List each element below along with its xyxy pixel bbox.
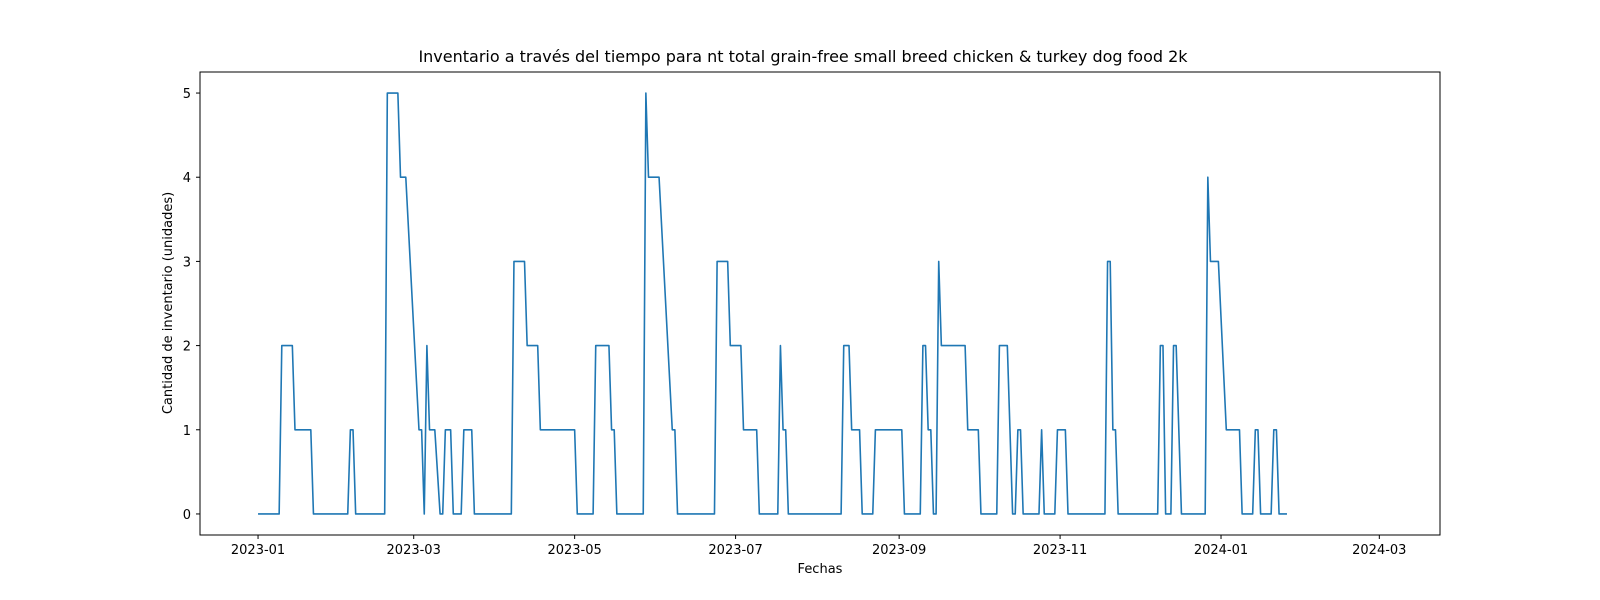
- y-tick-label: 1: [183, 424, 191, 439]
- x-tick-label: 2024-01: [1194, 543, 1248, 558]
- series-line-inventory: [258, 92, 1287, 515]
- plot-frame: [199, 71, 1441, 536]
- y-axis: 0 1 2 3 4 5: [183, 87, 200, 523]
- x-axis: 2023-01 2023-03 2023-05 2023-07 2023-09 2023-…: [231, 535, 1406, 558]
- y-tick-label: 5: [183, 87, 191, 102]
- x-tick-label: 2023-07: [708, 543, 762, 558]
- chart-title: Inventario a través del tiempo para nt t…: [418, 47, 1188, 66]
- series-layer: [258, 92, 1287, 515]
- y-axis-label: Cantidad de inventario (unidades): [161, 192, 176, 414]
- y-tick-label: 3: [183, 255, 191, 270]
- x-tick-label: 2023-03: [387, 543, 441, 558]
- x-tick-label: 2023-05: [547, 543, 601, 558]
- y-tick-label: 2: [183, 340, 191, 355]
- y-tick-label: 4: [183, 171, 191, 186]
- y-tick-label: 0: [183, 508, 191, 523]
- x-axis-label: Fechas: [798, 562, 843, 577]
- x-tick-label: 2023-11: [1033, 543, 1087, 558]
- x-tick-label: 2023-09: [872, 543, 926, 558]
- x-tick-label: 2024-03: [1352, 543, 1406, 558]
- x-tick-label: 2023-01: [231, 543, 285, 558]
